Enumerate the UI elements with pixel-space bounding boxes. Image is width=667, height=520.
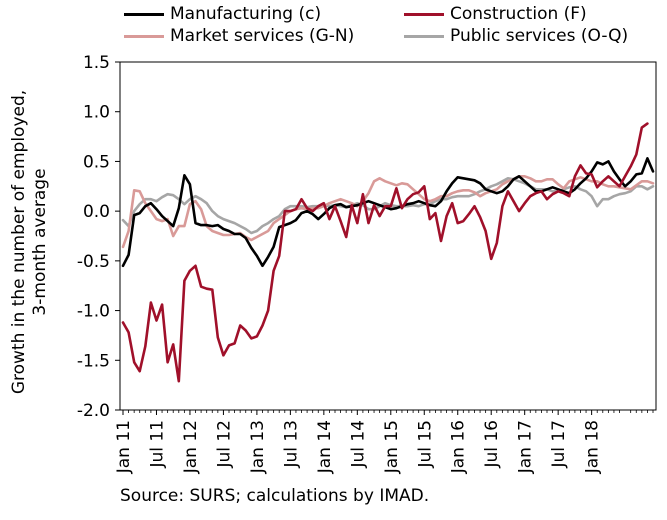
- legend-swatch: [404, 12, 444, 16]
- y-tick-label: 1.5: [83, 53, 110, 73]
- x-tick-label: Jul 15: [415, 420, 435, 469]
- x-tick-label: Jan 18: [583, 420, 603, 474]
- x-tick-label: Jul 17: [549, 420, 569, 469]
- y-tick-label: 0.0: [83, 202, 110, 222]
- y-axis-label: Growth in the number of employed,3-month…: [9, 90, 50, 394]
- x-tick-label: Jul 16: [482, 420, 502, 469]
- y-tick-label: 0.5: [83, 152, 110, 172]
- y-tick-label: -1.0: [77, 302, 110, 322]
- legend-label: Manufacturing (c): [170, 4, 322, 24]
- source-note: Source: SURS; calculations by IMAD.: [120, 486, 430, 506]
- y-tick-label: -1.5: [77, 351, 110, 371]
- x-tick-label: Jan 16: [449, 420, 469, 474]
- x-tick-label: Jul 14: [348, 420, 368, 469]
- y-tick-label: -2.0: [77, 401, 110, 421]
- y-tick-label: -0.5: [77, 252, 110, 272]
- legend-label: Market services (G-N): [170, 26, 355, 46]
- legend-swatch: [124, 34, 164, 38]
- series-line-manufacturing-c: [121, 157, 655, 268]
- x-tick-label: Jul 11: [147, 420, 167, 469]
- x-tick-label: Jan 14: [315, 420, 335, 474]
- series-line-construction-f: [121, 122, 649, 383]
- legend-item-market-services: Market services (G-N): [124, 26, 354, 46]
- x-tick-label: Jan 12: [181, 420, 201, 474]
- legend-swatch: [404, 34, 444, 38]
- series-line-market-services-g-n: [121, 175, 655, 249]
- legend-item-manufacturing: Manufacturing (c): [124, 4, 321, 24]
- x-tick-label: Jul 13: [281, 420, 301, 469]
- x-tick-label: Jan 11: [114, 420, 134, 474]
- y-tick-label: 1.0: [83, 103, 110, 123]
- x-tick-label: Jan 13: [248, 420, 268, 474]
- legend-swatch: [124, 12, 164, 16]
- plot-frame: [119, 61, 657, 411]
- legend: Manufacturing (c) Construction (F) Marke…: [0, 4, 667, 50]
- legend-item-public-services: Public services (O-Q): [404, 26, 628, 46]
- x-tick-label: Jan 17: [516, 420, 536, 474]
- legend-label: Construction (F): [450, 4, 587, 24]
- x-tick-label: Jul 12: [214, 420, 234, 469]
- x-tick-label: Jan 15: [382, 420, 402, 474]
- legend-label: Public services (O-Q): [450, 26, 629, 46]
- legend-item-construction: Construction (F): [404, 4, 587, 24]
